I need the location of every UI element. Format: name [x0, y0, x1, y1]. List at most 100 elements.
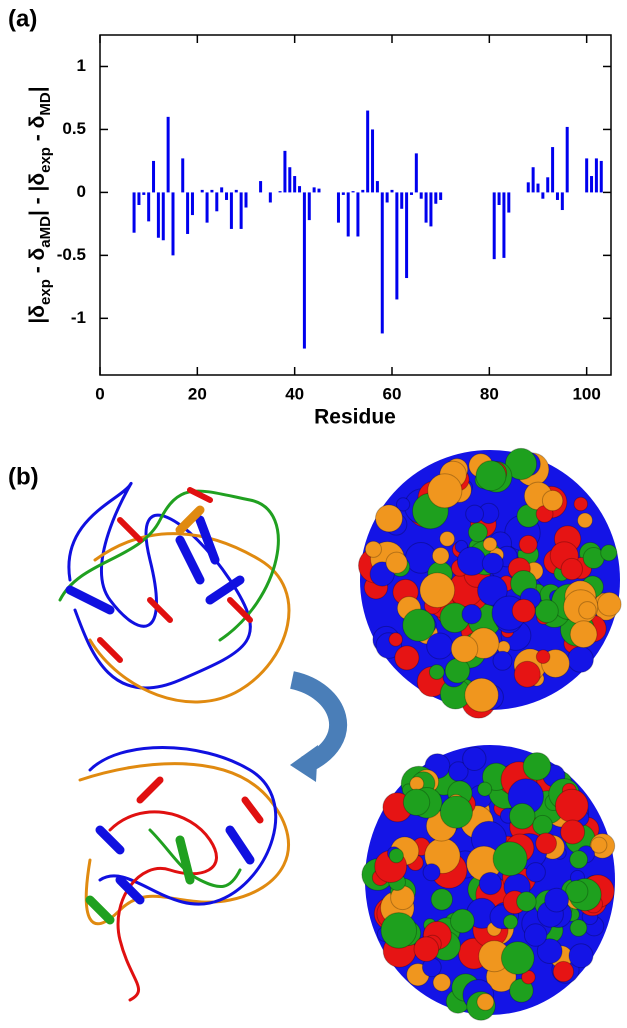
- surface-patch: [477, 781, 493, 797]
- surface-patch: [552, 960, 575, 983]
- x-axis-label: Residue: [314, 406, 396, 429]
- surface-patch: [535, 649, 551, 665]
- surface-patch: [508, 802, 536, 830]
- surface-patch: [513, 660, 541, 688]
- subscript: exp: [37, 147, 54, 173]
- surface-patch: [523, 923, 548, 947]
- bar: [419, 192, 423, 199]
- bar: [599, 160, 603, 193]
- panel-label: (b): [8, 463, 39, 490]
- surface-patch: [590, 836, 608, 854]
- bar: [259, 181, 263, 193]
- surface-patch: [396, 497, 411, 512]
- surface-patch: [560, 557, 583, 581]
- surface-patch: [413, 936, 440, 962]
- x-tick-label: 80: [480, 384, 499, 403]
- y-tick-label: -1: [71, 308, 86, 327]
- bar: [429, 192, 433, 227]
- surface-patch: [536, 938, 563, 964]
- rotation-arrow: [289, 671, 347, 774]
- surface-patch: [428, 664, 445, 680]
- surface-patch: [439, 531, 456, 547]
- bar: [268, 192, 272, 203]
- bar: [239, 192, 243, 229]
- subscript: exp: [37, 279, 54, 305]
- bar: [298, 186, 302, 193]
- bar: [215, 192, 219, 212]
- surface-patch: [364, 540, 382, 558]
- surface-patch: [456, 546, 487, 576]
- bar: [375, 181, 379, 193]
- surface-patch: [492, 650, 513, 671]
- bar: [346, 192, 350, 237]
- bar: [565, 126, 569, 193]
- bar: [414, 153, 418, 193]
- bar: [439, 192, 443, 200]
- x-tick-label: 60: [383, 384, 402, 403]
- surface-patch: [578, 601, 597, 620]
- bar: [147, 192, 151, 222]
- surface-patch: [476, 993, 495, 1011]
- surface-patch: [511, 598, 536, 623]
- bar: [424, 192, 428, 223]
- bar: [152, 160, 156, 193]
- surface-patch: [597, 591, 622, 617]
- bar: [385, 192, 389, 203]
- bar: [434, 192, 438, 204]
- surface-patch: [450, 635, 479, 663]
- surface-patch: [522, 752, 552, 781]
- bar: [341, 192, 345, 195]
- surface-patch: [504, 447, 538, 481]
- surface-patch: [516, 891, 537, 912]
- surface-patch: [477, 575, 508, 606]
- bar: [200, 189, 204, 193]
- bar: [336, 192, 340, 223]
- surface-patch: [464, 677, 499, 713]
- subscript: MD: [37, 92, 54, 115]
- bar: [302, 192, 306, 349]
- surface-patch: [388, 848, 404, 864]
- bar: [507, 192, 511, 213]
- x-tick-label: 20: [188, 384, 207, 403]
- bar: [390, 189, 394, 193]
- surface-patch: [541, 489, 564, 512]
- bar: [526, 182, 530, 193]
- bar: [186, 192, 190, 234]
- bar: [366, 110, 370, 193]
- bar: [210, 189, 214, 193]
- y-tick-label: -0.5: [57, 245, 86, 264]
- surface-patch: [462, 746, 487, 771]
- bar: [312, 187, 316, 193]
- surface-patch: [439, 795, 473, 829]
- bar: [409, 192, 413, 195]
- surface-patch: [375, 504, 403, 533]
- bar: [288, 167, 292, 193]
- surface-patch: [481, 552, 504, 575]
- label-part: |: [26, 86, 49, 92]
- surface-patch: [518, 534, 538, 554]
- surface-patch: [568, 943, 594, 969]
- bar: [132, 192, 136, 233]
- surface-patch: [467, 522, 488, 543]
- surface-patch: [478, 871, 502, 896]
- panel-label: (a): [8, 5, 37, 32]
- bar: [380, 192, 384, 334]
- bar: [166, 116, 170, 193]
- bar: [278, 191, 282, 193]
- bar: [585, 158, 589, 193]
- bar: [229, 192, 233, 229]
- bar: [551, 147, 555, 193]
- x-tick-label: 0: [95, 384, 104, 403]
- surface-patch: [380, 912, 418, 949]
- rotation-arrowhead: [290, 745, 318, 782]
- surface-patch: [500, 941, 535, 975]
- y-axis-label: |δexp - δaMD| - |δexp - δMD|: [26, 86, 55, 323]
- surface-patch: [573, 496, 589, 512]
- bar: [594, 158, 598, 193]
- surface-patch: [554, 788, 589, 823]
- bar: [142, 192, 146, 195]
- surface-patch: [567, 646, 594, 673]
- bar: [171, 192, 175, 256]
- structure-images: [58, 447, 622, 1021]
